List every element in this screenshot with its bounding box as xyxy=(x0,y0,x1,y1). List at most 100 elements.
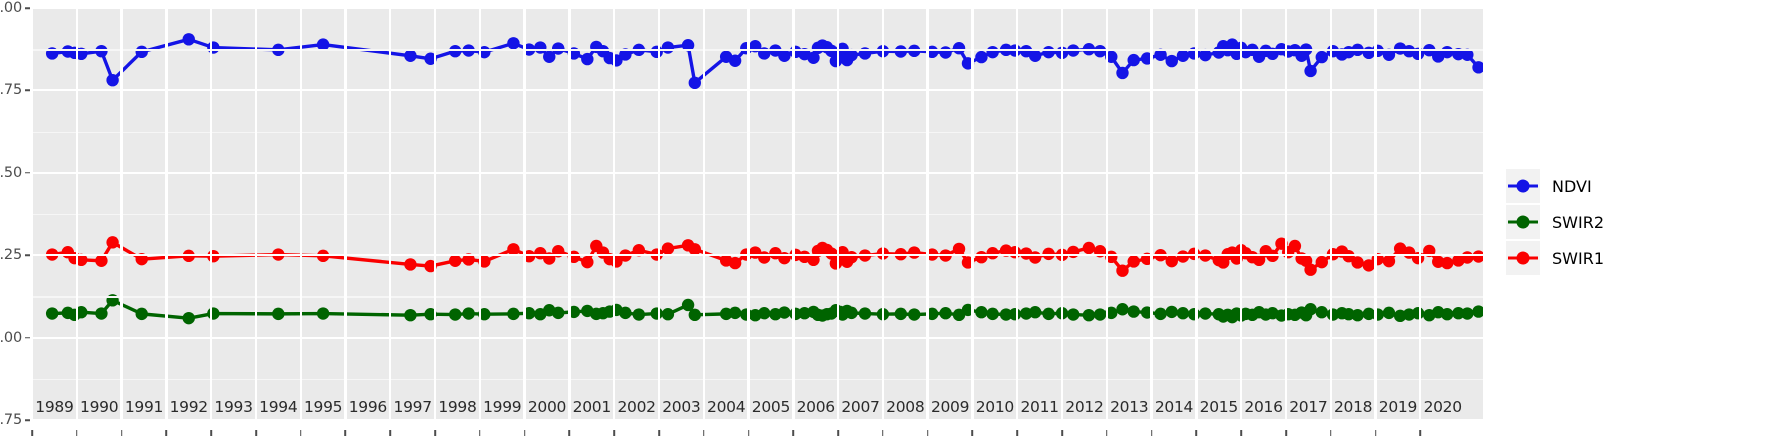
data-point xyxy=(534,247,547,260)
data-point xyxy=(1252,253,1266,267)
x-axis-ticks xyxy=(31,430,1483,438)
gridline-minor-horizontal xyxy=(32,49,1483,51)
x-axis-tick-label: 2004 xyxy=(707,398,746,416)
data-point xyxy=(836,42,849,56)
data-point xyxy=(619,48,632,61)
legend-key-swir2-icon xyxy=(1506,205,1540,239)
data-point xyxy=(95,254,108,267)
data-point xyxy=(182,311,195,325)
data-point xyxy=(632,244,646,257)
legend-item-swir2[interactable]: SWIR2 xyxy=(1506,204,1626,240)
gridline-minor-horizontal xyxy=(32,131,1483,133)
x-axis-tick-mark xyxy=(1374,430,1377,436)
x-axis-tick-mark xyxy=(1240,430,1242,436)
data-point xyxy=(507,37,520,50)
x-axis-tick-mark xyxy=(479,430,481,436)
y-axis-tick-mark xyxy=(25,336,30,339)
data-point xyxy=(961,57,975,70)
data-point xyxy=(1042,45,1055,59)
data-point xyxy=(507,243,520,256)
data-point xyxy=(1472,61,1483,74)
data-point xyxy=(681,298,695,312)
gridline-major-vertical xyxy=(926,8,929,420)
data-point xyxy=(1028,251,1042,264)
gridline-major-vertical xyxy=(881,8,885,420)
gridline-major-vertical xyxy=(478,8,482,420)
gridline-major-vertical xyxy=(120,8,123,420)
data-point xyxy=(632,308,646,321)
data-point xyxy=(661,308,675,321)
data-point xyxy=(1093,44,1107,58)
data-point xyxy=(462,253,475,266)
data-point xyxy=(975,250,988,264)
data-point xyxy=(1067,245,1080,259)
x-axis-tick-mark xyxy=(658,430,660,436)
gridline-major-vertical xyxy=(75,8,78,420)
data-point xyxy=(1452,307,1465,320)
gridline-major-vertical xyxy=(1374,8,1377,420)
x-axis-tick-mark xyxy=(75,430,78,436)
data-point xyxy=(728,306,742,320)
data-point xyxy=(961,256,975,269)
legend-item-swir1[interactable]: SWIR1 xyxy=(1506,240,1626,276)
data-point xyxy=(925,307,939,321)
data-point xyxy=(424,308,437,321)
x-axis-tick-mark xyxy=(837,430,839,436)
y-axis-tick-label: 2.00 xyxy=(0,0,22,16)
data-point xyxy=(1082,308,1096,322)
data-point xyxy=(522,307,536,320)
data-point xyxy=(95,307,108,320)
legend-item-ndvi[interactable]: NDVI xyxy=(1506,168,1626,204)
data-point xyxy=(845,306,858,320)
data-point xyxy=(778,49,791,62)
gridline-major-vertical xyxy=(568,8,571,420)
data-point xyxy=(688,308,701,322)
data-point xyxy=(1199,48,1212,62)
gridline-major-vertical xyxy=(165,8,168,420)
x-axis-tick-label: 2011 xyxy=(1020,398,1060,416)
gridline-major-vertical xyxy=(32,8,34,420)
y-axis-tick-label: 1.75 xyxy=(0,82,22,99)
data-point xyxy=(908,308,921,321)
data-point xyxy=(650,307,663,320)
x-axis-tick-mark xyxy=(255,430,257,436)
data-point xyxy=(1176,250,1190,263)
x-axis-tick-label: 2019 xyxy=(1378,398,1418,416)
data-point xyxy=(95,44,108,58)
y-axis-tick-mark xyxy=(25,89,30,92)
x-axis-tick-mark xyxy=(299,430,302,436)
data-point xyxy=(449,44,462,58)
data-point xyxy=(681,39,695,52)
data-point xyxy=(858,307,872,320)
gridline-major-vertical xyxy=(1239,8,1243,420)
data-point xyxy=(1440,256,1454,270)
x-axis-tick-label: 1999 xyxy=(483,398,522,416)
x-axis-tick-label: 2020 xyxy=(1423,398,1463,416)
data-point xyxy=(1154,48,1167,61)
x-axis-tick-label: 1993 xyxy=(214,398,253,416)
gridline-major-vertical xyxy=(971,8,974,420)
data-point xyxy=(728,54,742,67)
data-point xyxy=(424,52,437,65)
data-point xyxy=(1008,308,1022,321)
data-point xyxy=(106,236,119,249)
data-point xyxy=(135,307,148,321)
data-point xyxy=(1461,251,1474,264)
data-point xyxy=(552,306,565,320)
x-axis-tick-label: 1997 xyxy=(393,398,433,416)
data-point xyxy=(1362,259,1376,272)
data-point xyxy=(75,253,88,267)
x-axis-tick-mark xyxy=(1285,430,1287,436)
data-point xyxy=(961,303,975,317)
data-point xyxy=(688,243,701,256)
data-point xyxy=(758,251,771,264)
data-point xyxy=(758,307,771,320)
x-axis-tick-label: 1991 xyxy=(124,398,164,416)
gridline-major-vertical xyxy=(1016,8,1019,420)
data-point xyxy=(1082,241,1096,255)
data-point xyxy=(1382,306,1396,320)
data-point xyxy=(1187,308,1201,321)
data-point xyxy=(404,49,417,62)
y-axis-tick-mark xyxy=(25,7,30,9)
data-point xyxy=(986,247,999,260)
